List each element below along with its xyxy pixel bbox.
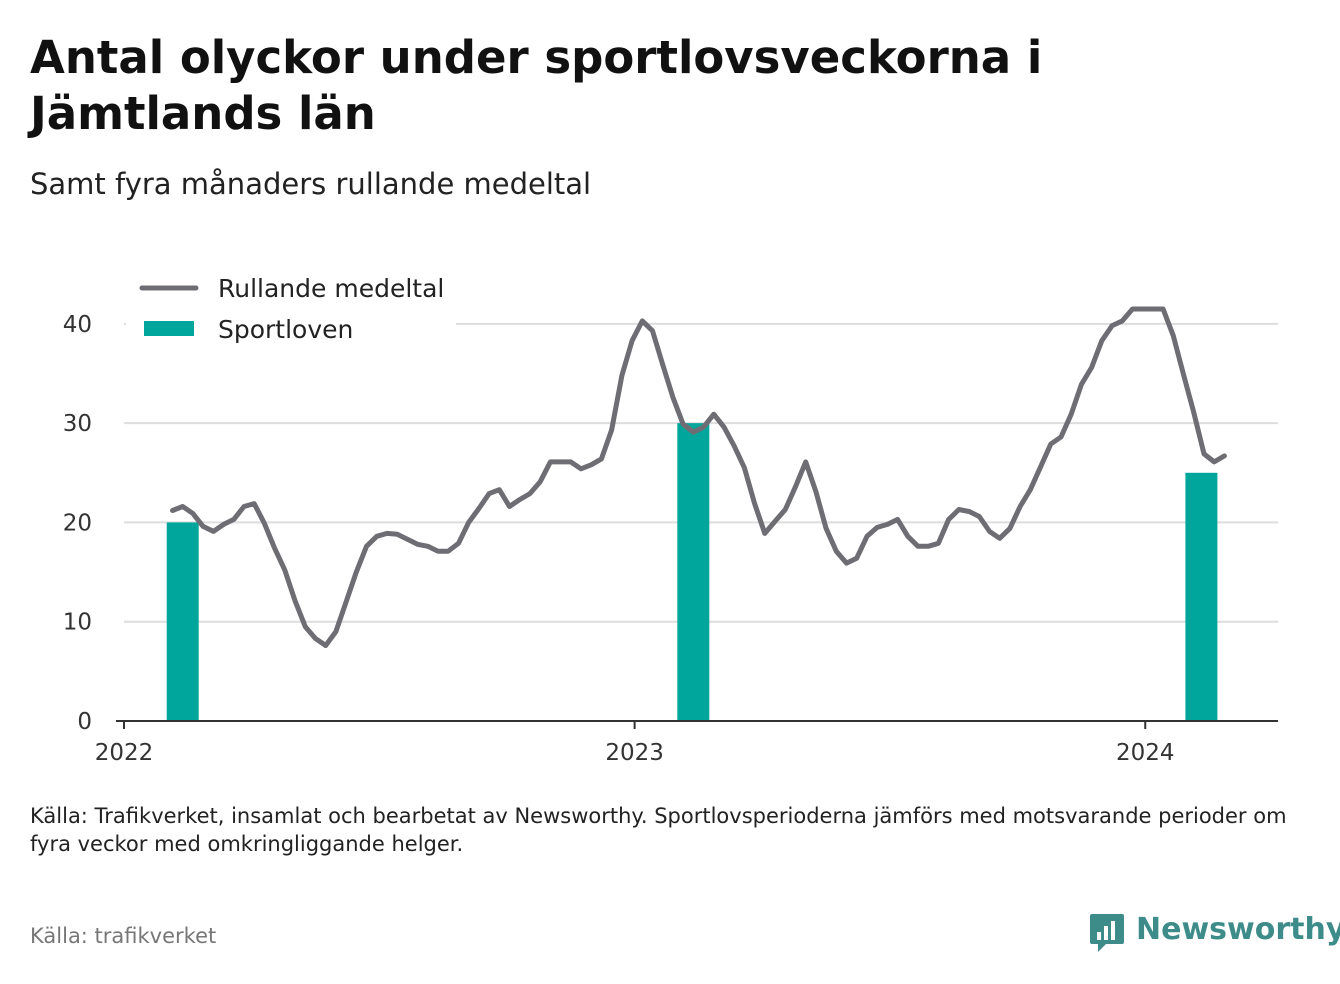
y-tick-label: 30 xyxy=(63,411,92,437)
legend-label-rullande-medeltal: Rullande medeltal xyxy=(218,274,444,303)
bar-sportloven xyxy=(677,423,710,721)
y-tick-label: 10 xyxy=(63,610,92,636)
bar-sportloven xyxy=(1185,472,1218,721)
source-credit: Källa: trafikverket xyxy=(30,924,217,948)
y-tick-label: 40 xyxy=(63,312,92,338)
bars-sportloven xyxy=(166,423,1218,721)
y-tick-label: 0 xyxy=(77,709,92,735)
line-path-rullande-medeltal xyxy=(170,306,1227,648)
newsworthy-wordmark: Newsworthy xyxy=(1136,912,1340,947)
chart-title: Antal olyckor under sportlovsveckorna i … xyxy=(30,31,1043,140)
source-note: Källa: Trafikverket, insamlat och bearbe… xyxy=(30,804,1287,856)
legend-label-sportloven: Sportloven xyxy=(218,315,353,344)
legend-swatch-bar xyxy=(144,321,194,336)
axes: 0 10 20 30 40 2022 2023 2024 xyxy=(63,312,1278,766)
x-tick-label: 2022 xyxy=(95,740,154,766)
chart-area: 0 10 20 30 40 2022 2023 2024 Rullande medeltal S… xyxy=(63,264,1278,766)
y-tick-label: 20 xyxy=(63,510,92,536)
legend-background xyxy=(126,264,456,360)
x-tick-label: 2023 xyxy=(605,740,664,766)
newsworthy-chart-bubble-icon xyxy=(1090,914,1124,952)
newsworthy-logo: Newsworthy xyxy=(1088,910,1340,956)
x-tick-label: 2024 xyxy=(1116,740,1175,766)
legend: Rullande medeltal Sportloven xyxy=(126,264,456,360)
chart-subtitle: Samt fyra månaders rullande medeltal xyxy=(30,167,592,201)
bar-sportloven xyxy=(166,522,199,721)
line-rullande-medeltal xyxy=(170,306,1227,648)
